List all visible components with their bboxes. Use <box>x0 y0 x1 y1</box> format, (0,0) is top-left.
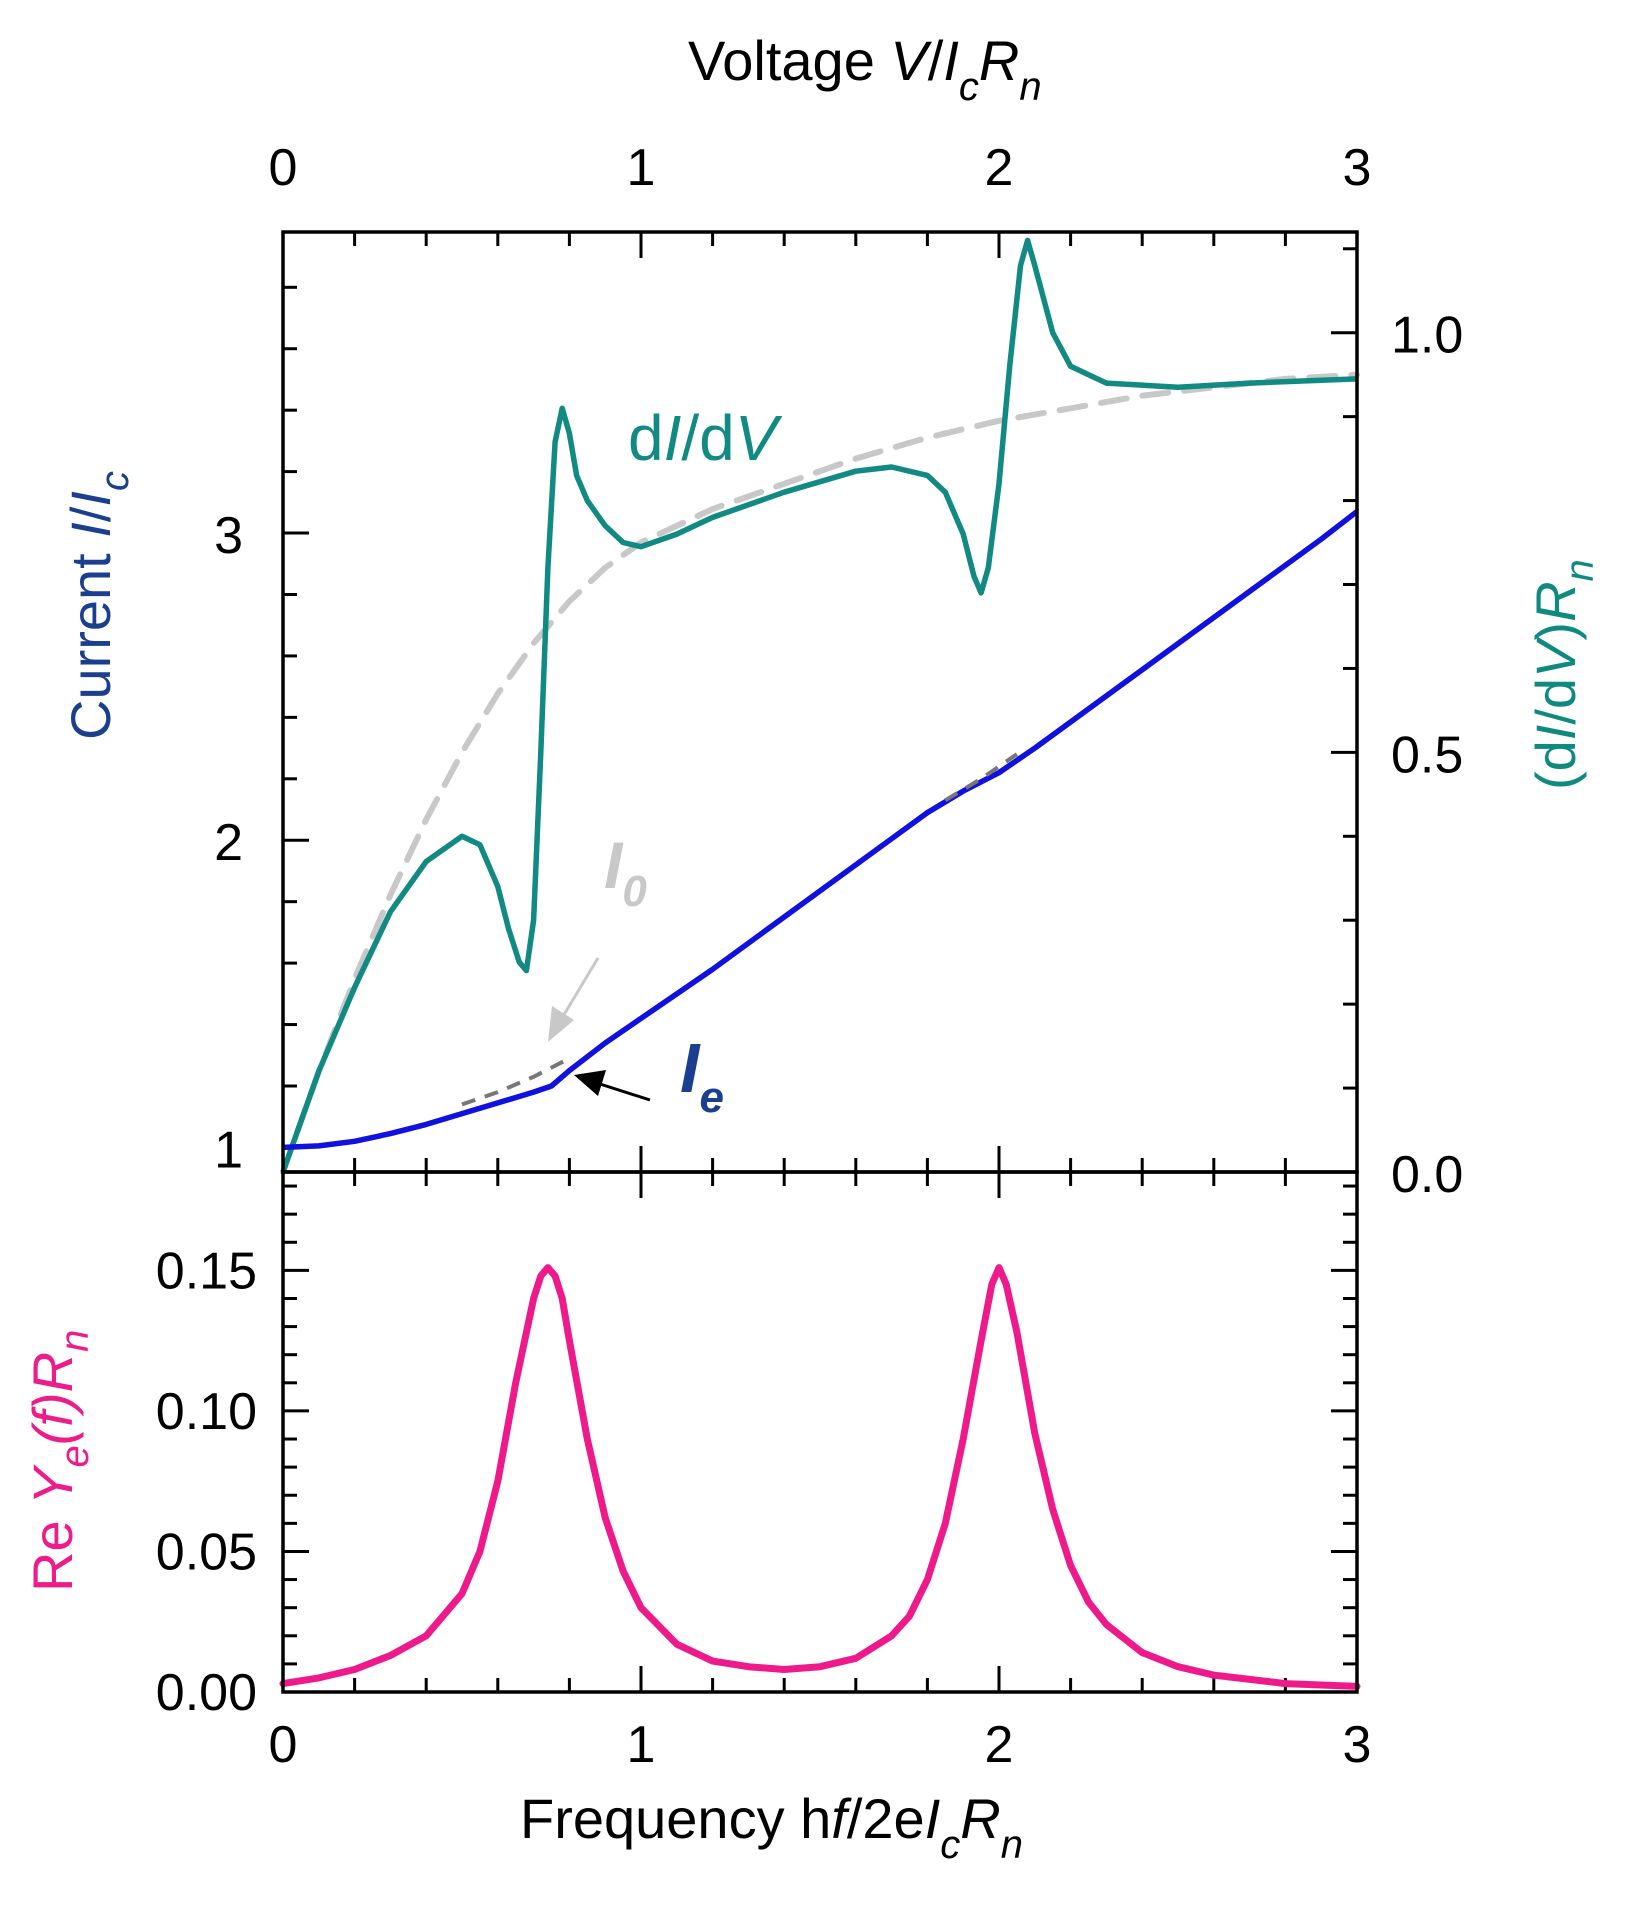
top-axis-title: Voltage V/IcRn <box>688 29 1042 109</box>
bottom-y-tick-label: 0.10 <box>156 1383 257 1441</box>
top-panel-series <box>280 237 1360 1175</box>
bottom-panel: 0 1 2 3 0.00 0.05 0.10 0.15 Frequency hf/2eIcRn… <box>21 1170 1372 1867</box>
ie-label: Ie <box>680 1029 724 1122</box>
series-didv-line <box>280 237 1358 1173</box>
bottom-x-tick-label: 1 <box>627 1716 656 1774</box>
right-y-tick-label: 1.0 <box>1391 307 1463 365</box>
top-x-tick-label: 1 <box>627 139 656 197</box>
series-ie-line <box>282 509 1359 1151</box>
bottom-y-tick-label: 0.05 <box>156 1523 257 1581</box>
bottom-axis-title: Frequency hf/2eIcRn <box>520 1787 1023 1867</box>
bottom-y-axis-title: Re Ye(f)Rn <box>21 1330 97 1592</box>
top-panel-tick-labels: 0 1 2 3 1 2 3 0.0 0.5 1.0 <box>214 139 1463 1204</box>
top-x-tick-label: 2 <box>985 139 1014 197</box>
left-axis-title: Current I/Ic <box>59 471 137 740</box>
didv-label: dI/dV <box>628 402 783 474</box>
left-y-tick-label: 2 <box>214 814 243 872</box>
bottom-panel-series <box>279 1264 1361 1690</box>
bottom-y-tick-label: 0.15 <box>156 1242 257 1300</box>
right-y-tick-label: 0.0 <box>1391 1146 1463 1204</box>
right-y-tick-label: 0.5 <box>1391 726 1463 784</box>
left-y-tick-label: 1 <box>214 1121 243 1179</box>
right-axis-title: (dI/dV)Rn <box>1524 559 1602 790</box>
left-y-tick-label: 3 <box>214 507 243 565</box>
series-re-ye-line <box>279 1264 1361 1690</box>
bottom-x-tick-label: 2 <box>985 1716 1014 1774</box>
top-x-tick-label: 3 <box>1343 139 1372 197</box>
i0-label: I0 <box>604 828 647 916</box>
ie-arrow <box>574 1070 651 1102</box>
i0-arrow <box>548 957 600 1042</box>
top-x-tick-label: 0 <box>269 139 298 197</box>
top-panel: 0 1 2 3 1 2 3 0.0 0.5 1.0 Voltage V/IcRn Current … <box>59 29 1602 1204</box>
bottom-x-tick-label: 0 <box>269 1716 298 1774</box>
bottom-panel-frame <box>281 1170 1359 1694</box>
series-i0-line <box>280 371 1360 1175</box>
top-panel-frame <box>281 230 1359 1174</box>
bottom-panel-tick-labels: 0 1 2 3 0.00 0.05 0.10 0.15 <box>156 1242 1372 1774</box>
bottom-x-tick-label: 3 <box>1343 1716 1372 1774</box>
bottom-y-tick-label: 0.00 <box>156 1664 257 1722</box>
top-panel-ticks <box>281 232 1359 1174</box>
series-ie-overlay <box>461 1056 571 1107</box>
series-ie-overlay <box>944 752 1019 803</box>
